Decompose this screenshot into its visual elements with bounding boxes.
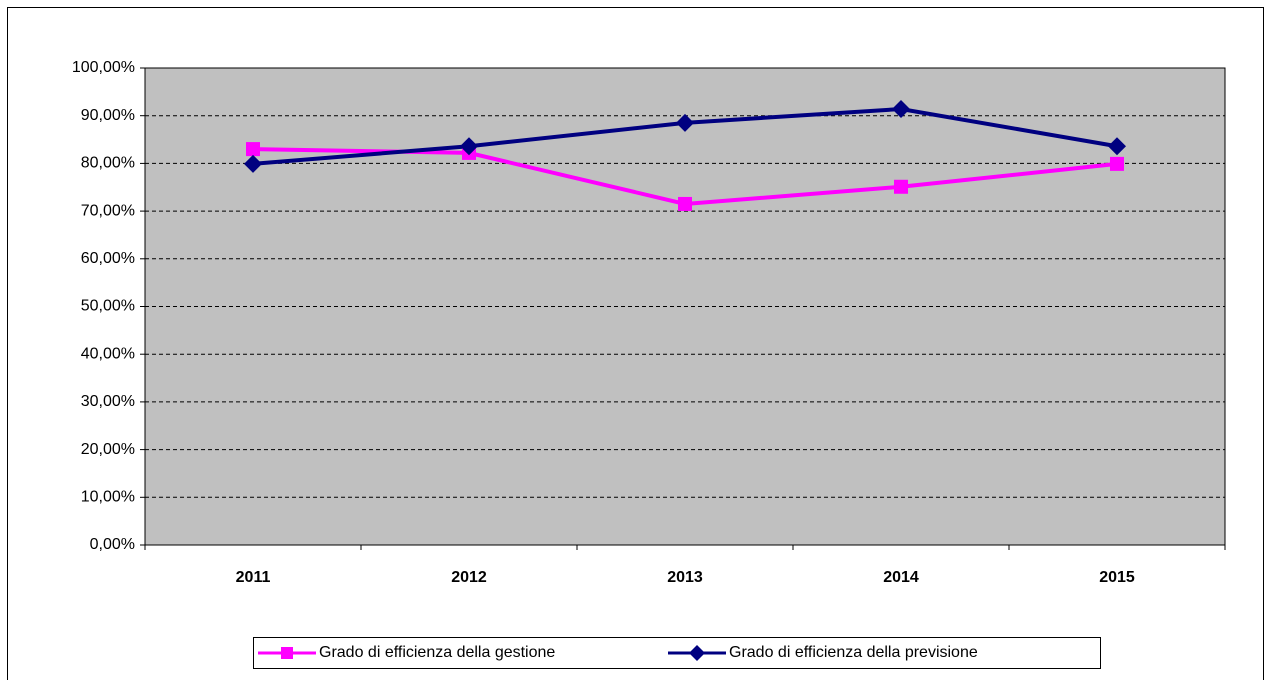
y-tick-label: 20,00%	[81, 441, 135, 458]
y-tick-label: 30,00%	[81, 393, 135, 410]
y-tick-label: 90,00%	[81, 107, 135, 124]
y-tick-label: 80,00%	[81, 155, 135, 172]
marker	[1110, 156, 1124, 171]
marker	[1108, 137, 1126, 156]
legend-marker	[281, 647, 293, 659]
legend-label: Grado di efficienza della gestione	[319, 644, 555, 661]
x-tick-label: 2013	[667, 569, 703, 586]
marker	[460, 137, 478, 156]
x-tick-label: 2015	[1099, 569, 1135, 586]
legend: Grado di efficienza della gestione Grado…	[253, 637, 1101, 669]
x-tick-label: 2011	[236, 569, 271, 586]
marker	[892, 100, 910, 119]
x-tick-label: 2012	[451, 569, 487, 586]
y-tick-label: 100,00%	[72, 59, 135, 76]
y-tick-label: 40,00%	[81, 345, 135, 362]
x-tick-label: 2014	[883, 569, 919, 586]
y-tick-label: 70,00%	[81, 202, 135, 219]
legend-marker	[689, 645, 705, 661]
y-tick-label: 50,00%	[81, 298, 135, 315]
y-tick-label: 60,00%	[81, 250, 135, 267]
marker	[678, 196, 692, 211]
marker	[246, 142, 260, 157]
marker	[894, 179, 908, 194]
marker	[244, 154, 262, 173]
legend-label: Grado di efficienza della previsione	[729, 644, 978, 661]
marker	[676, 113, 694, 132]
y-tick-label: 0,00%	[90, 536, 135, 553]
y-tick-label: 10,00%	[81, 489, 135, 506]
